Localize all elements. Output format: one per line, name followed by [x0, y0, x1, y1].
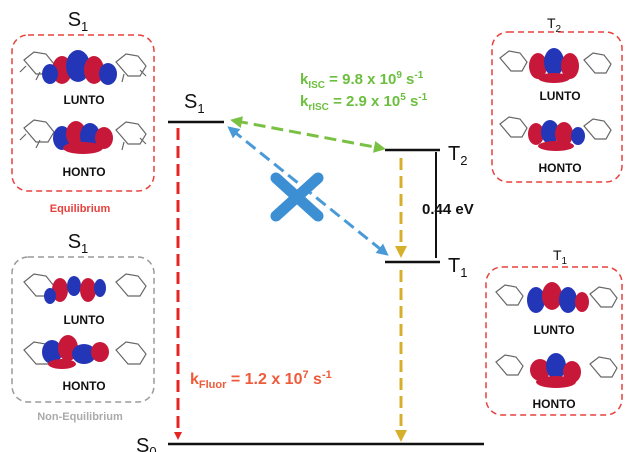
molecule-s1-neq-lunto	[23, 273, 147, 304]
molecule-t1-honto	[495, 353, 618, 388]
rate-fluor: kFluor = 1.2 x 107 s-1	[190, 369, 332, 391]
panel-s1-eq-title: S1	[68, 9, 89, 34]
level-t2-label: T2	[448, 143, 467, 168]
rate-isc: kISC = 9.8 x 109 s-1	[300, 70, 424, 91]
panel-s1-nonequilibrium: S1 LUNTO HONTO Non-Equilibrium	[11, 231, 155, 423]
molecule-s1-eq-honto	[19, 119, 147, 154]
panel-s1-neq-lunto-label: LUNTO	[63, 313, 104, 327]
molecule-t2-honto	[499, 116, 612, 151]
panel-t1-honto-label: HONTO	[532, 397, 575, 411]
gap-value: 0.44 eV	[422, 201, 474, 218]
panel-t2-title: T2	[547, 15, 562, 35]
level-s1-label: S1	[184, 91, 205, 116]
panel-t1: T1 LUNTO HONTO	[485, 247, 623, 416]
rate-risc: krISC = 2.9 x 105 s-1	[300, 92, 428, 113]
panel-t1-lunto-label: LUNTO	[533, 323, 574, 337]
panel-t2-frame	[491, 31, 623, 183]
equilibrium-caption: Equilibrium	[50, 203, 111, 215]
molecule-t1-lunto	[495, 282, 618, 313]
panel-s1-neq-title: S1	[68, 231, 89, 256]
panel-s1-eq-honto-label: HONTO	[62, 165, 105, 179]
level-s0-label: S0	[136, 435, 157, 452]
panel-s1-neq-frame	[11, 256, 155, 403]
molecule-t2-lunto	[499, 48, 612, 83]
molecule-s1-eq-lunto	[19, 50, 147, 85]
panel-s1-equilibrium: S1 LUNTO HONTO Equilibrium	[11, 9, 155, 215]
panel-t1-title: T1	[553, 247, 568, 267]
panel-s1-neq-honto-label: HONTO	[62, 379, 105, 393]
panel-t2-lunto-label: LUNTO	[539, 89, 580, 103]
panel-s1-eq-lunto-label: LUNTO	[63, 93, 104, 107]
panel-t2: T2 LUNTO HONTO	[491, 15, 623, 183]
panel-t2-honto-label: HONTO	[538, 161, 581, 175]
panel-t1-frame	[485, 266, 623, 416]
molecule-s1-neq-honto	[23, 335, 147, 369]
panel-s1-eq-frame	[11, 34, 155, 192]
isc-risc-arrow	[230, 116, 386, 153]
nonequilibrium-caption: Non-Equilibrium	[37, 411, 123, 423]
level-t1-label: T1	[448, 255, 467, 280]
blocked-cross-icon	[270, 172, 324, 222]
